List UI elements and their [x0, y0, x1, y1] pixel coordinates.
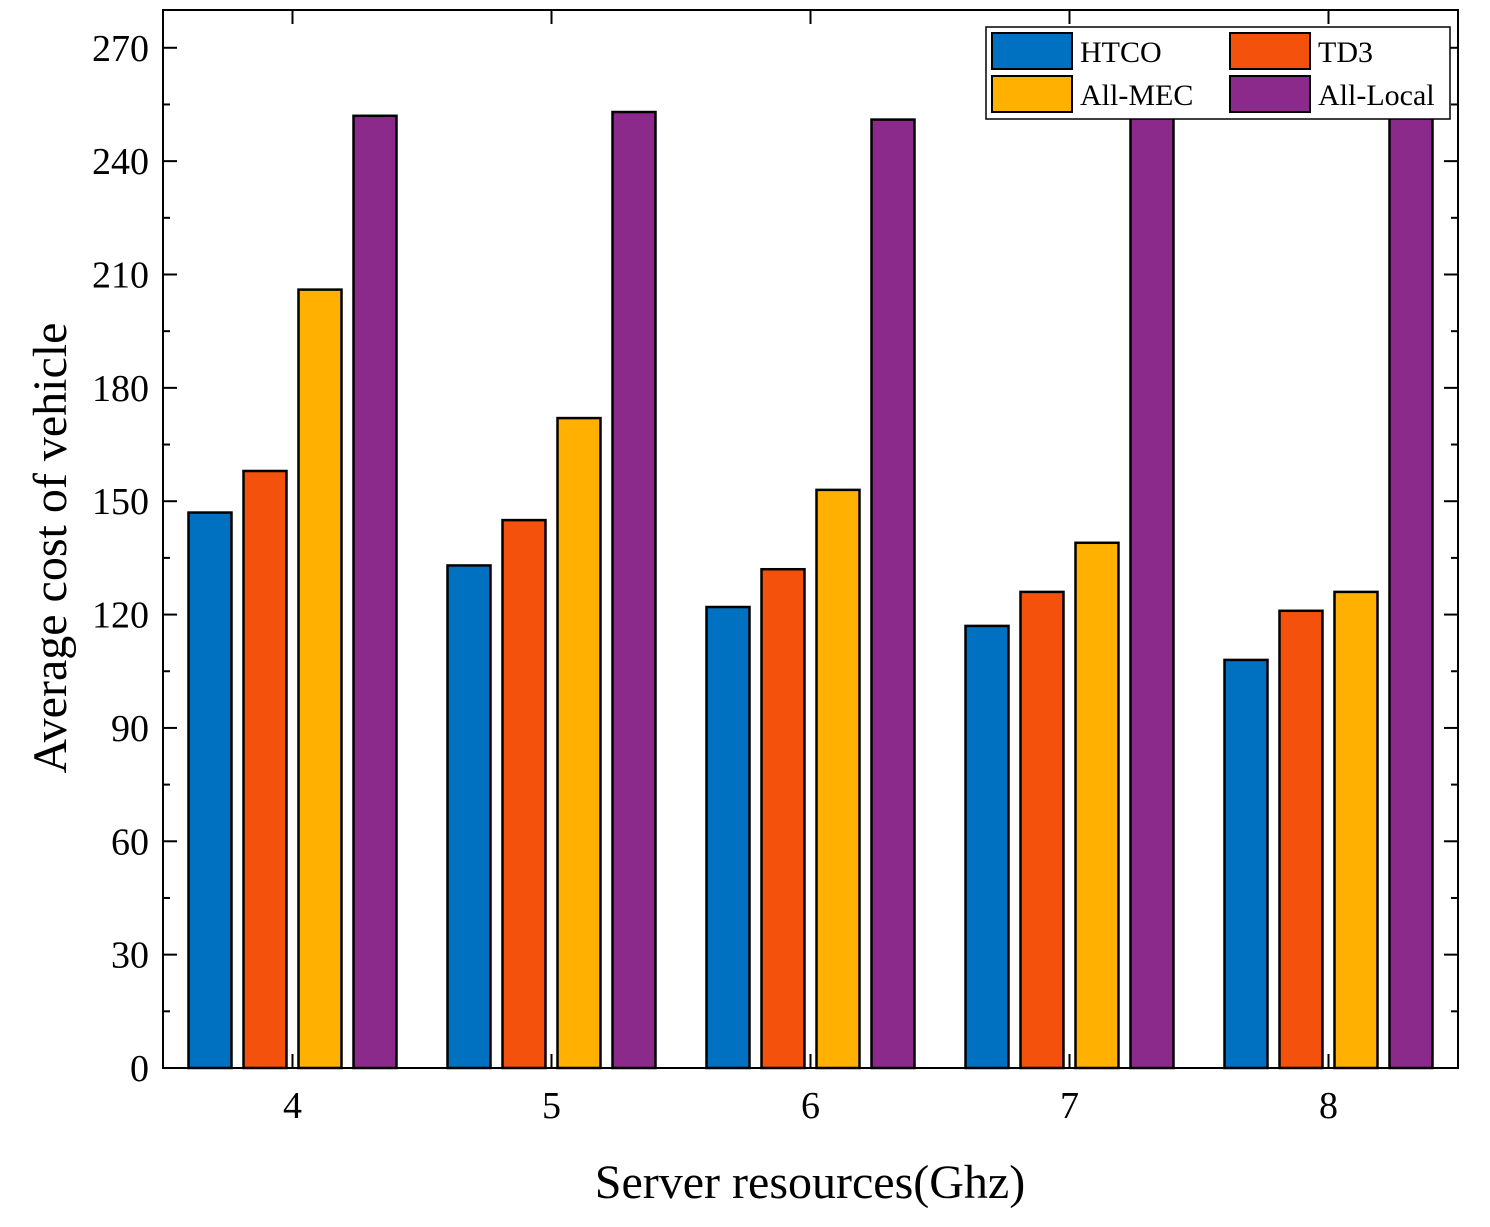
y-tick-label: 150	[92, 481, 149, 523]
y-tick-label: 0	[130, 1048, 149, 1090]
y-tick-label: 240	[92, 141, 149, 183]
legend-swatch-htco	[991, 32, 1073, 70]
y-tick-label: 90	[111, 708, 149, 750]
x-tick-label: 7	[1060, 1085, 1079, 1127]
bar-td3-4	[242, 469, 288, 1070]
legend-swatch-td3	[1229, 32, 1311, 70]
x-axis-title: Server resources(Ghz)	[595, 1156, 1025, 1209]
bar-td3-6	[760, 567, 806, 1070]
x-tick-label: 8	[1319, 1085, 1338, 1127]
legend-swatch-all-local	[1229, 75, 1311, 113]
bar-all-mec-6	[815, 488, 861, 1070]
legend: HTCO TD3 All-MEC All-Local	[985, 26, 1451, 120]
legend-label-td3: TD3	[1318, 36, 1373, 69]
legend-swatch-all-mec	[991, 75, 1073, 113]
plot-frame	[162, 9, 1459, 1069]
y-axis-title: Average cost of vehicle	[24, 323, 77, 774]
bar-all-local-7	[1129, 110, 1175, 1070]
bar-all-local-4	[352, 114, 398, 1070]
bar-htco-7	[964, 624, 1010, 1070]
legend-label-all-mec: All-MEC	[1080, 79, 1193, 112]
bar-all-mec-8	[1333, 590, 1379, 1070]
bar-htco-5	[446, 564, 492, 1070]
y-tick-label: 210	[92, 255, 149, 297]
tick-labels-layer: 0 30 60 90 120 150 180 210 240 270 4 5 6 7 8	[92, 28, 1338, 1127]
y-tick-label: 120	[92, 595, 149, 637]
bar-td3-8	[1278, 609, 1324, 1070]
legend-label-htco: HTCO	[1080, 36, 1162, 69]
x-tick-label: 4	[283, 1085, 302, 1127]
bars-layer	[187, 110, 1434, 1070]
bar-all-local-5	[611, 110, 657, 1070]
y-tick-label: 180	[92, 368, 149, 410]
bar-td3-7	[1019, 590, 1065, 1070]
bar-htco-6	[705, 605, 751, 1070]
bar-htco-4	[187, 511, 233, 1070]
x-tick-label: 6	[801, 1085, 820, 1127]
y-tick-label: 270	[92, 28, 149, 70]
bar-all-mec-5	[556, 416, 602, 1070]
bar-td3-5	[501, 518, 547, 1070]
bar-all-mec-4	[297, 288, 343, 1070]
bar-all-mec-7	[1074, 541, 1120, 1070]
bar-all-local-8	[1388, 114, 1434, 1070]
x-tick-label: 5	[542, 1085, 561, 1127]
y-tick-label: 60	[111, 821, 149, 863]
bar-all-local-6	[870, 118, 916, 1070]
ticks-layer	[163, 10, 1458, 1069]
y-tick-label: 30	[111, 935, 149, 977]
bar-htco-8	[1223, 658, 1269, 1070]
legend-label-all-local: All-Local	[1318, 79, 1435, 112]
